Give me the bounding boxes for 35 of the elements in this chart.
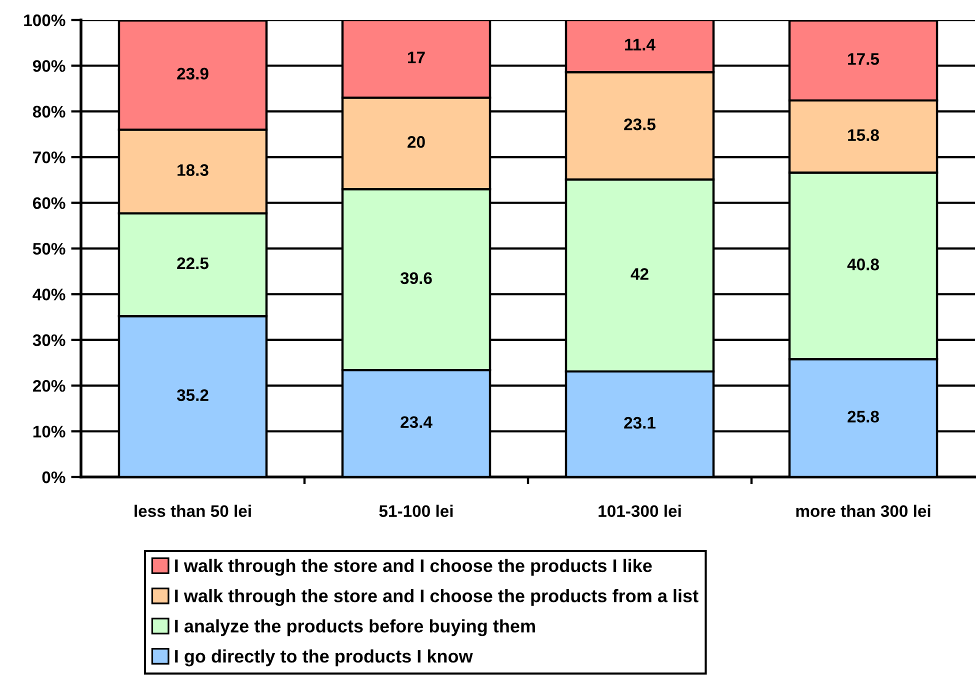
- y-tick-label: 60%: [32, 197, 66, 210]
- data-label: 17: [408, 52, 425, 64]
- data-label: 35.2: [176, 389, 208, 402]
- legend-label: I walk through the store and I choose the products from a list: [175, 589, 698, 606]
- y-tick-label: 50%: [32, 242, 66, 255]
- data-label: 20: [408, 136, 425, 148]
- legend-label: I walk through the store and I choose the products I like: [175, 558, 652, 576]
- data-label: 23.4: [400, 416, 432, 428]
- x-tick-label: 51-100 lei: [379, 504, 453, 518]
- data-label: 23.1: [624, 416, 656, 429]
- data-label: 17.5: [848, 53, 880, 65]
- y-tick-label: 0%: [42, 471, 66, 484]
- y-tick-label: 10%: [33, 426, 66, 438]
- y-tick-label: 80%: [32, 106, 66, 118]
- legend-label: I analyze the products before buying them: [175, 619, 535, 636]
- x-tick-label: 101-300 lei: [598, 504, 681, 518]
- data-label: 23.9: [177, 68, 208, 80]
- y-tick-label: 70%: [33, 152, 66, 164]
- y-tick-label: 100%: [24, 14, 66, 26]
- data-label: 23.5: [624, 118, 656, 130]
- y-tick-label: 40%: [32, 288, 66, 300]
- y-tick-label: 20%: [32, 380, 66, 392]
- data-label: 25.8: [848, 410, 879, 423]
- data-label: 18.3: [178, 164, 208, 176]
- y-tick-label: 90%: [32, 60, 66, 72]
- legend-label: I go directly to the products I know: [175, 649, 473, 666]
- data-label: 42: [630, 268, 648, 280]
- data-label: 11.4: [625, 38, 656, 50]
- x-tick-label: less than 50 lei: [134, 504, 251, 518]
- data-label: 39.6: [400, 272, 432, 284]
- x-tick-label: more than 300 lei: [796, 504, 930, 518]
- data-label: 40.8: [847, 258, 879, 270]
- y-tick-label: 30%: [32, 334, 66, 346]
- data-label: 22.5: [177, 257, 209, 270]
- data-label: 15.8: [848, 129, 879, 142]
